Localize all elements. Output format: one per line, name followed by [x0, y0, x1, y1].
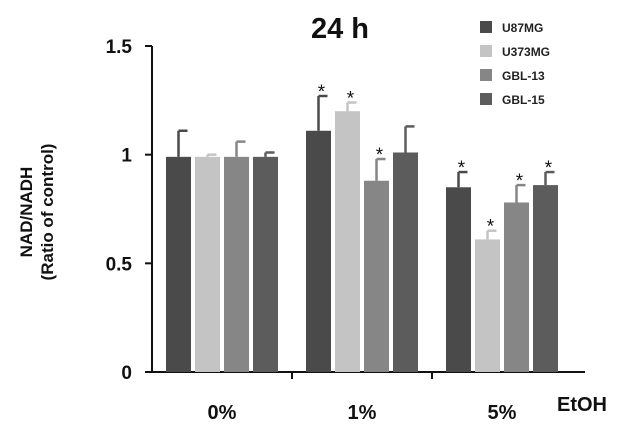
- y-tick-label: 0.5: [106, 254, 133, 275]
- significance-marker: *: [458, 158, 466, 179]
- significance-marker: *: [376, 145, 384, 166]
- bar: [306, 130, 331, 372]
- y-tick-label: 1.5: [106, 37, 133, 58]
- bar: [475, 239, 500, 372]
- legend-label: GBL-13: [502, 69, 545, 83]
- y-tick-label: 1: [121, 146, 132, 167]
- bar: [166, 156, 191, 372]
- legend-label: U87MG: [502, 21, 543, 35]
- legend: U87MG U373MG GBL-13 GBL-15: [480, 21, 550, 107]
- legend-label: U373MG: [502, 45, 550, 59]
- bar: [364, 180, 389, 372]
- bar: [224, 156, 249, 372]
- x-tick-label: 5%: [488, 402, 517, 424]
- bar: [195, 156, 220, 372]
- significance-marker: *: [487, 217, 495, 238]
- legend-swatch: [480, 45, 492, 57]
- chart-title: 24 h: [311, 13, 369, 45]
- bar: [393, 152, 418, 372]
- x-axis-label: EtOH: [557, 394, 607, 416]
- y-axis-label: NAD/NADH (Ratio of control): [17, 144, 57, 281]
- significance-marker: *: [318, 82, 326, 103]
- bar: [253, 156, 278, 372]
- legend-swatch: [480, 21, 492, 33]
- legend-swatch: [480, 93, 492, 105]
- bar: [446, 187, 471, 372]
- y-axis-label-line1: NAD/NADH: [17, 167, 36, 258]
- significance-marker: *: [545, 158, 553, 179]
- bar: [335, 111, 360, 372]
- y-axis-label-line2: (Ratio of control): [38, 144, 57, 281]
- legend-swatch: [480, 69, 492, 81]
- significance-marker: *: [347, 89, 355, 110]
- x-tick-label: 1%: [348, 402, 377, 424]
- x-tick-label: 0%: [208, 402, 237, 424]
- bar: [504, 202, 529, 372]
- legend-label: GBL-15: [502, 93, 545, 107]
- y-tick-label: 0: [121, 363, 132, 384]
- bar: [533, 185, 558, 372]
- plot-area: 0 0.5 1 1.5 0% 1% 5% * * * * * * *: [106, 37, 585, 424]
- significance-marker: *: [516, 171, 524, 192]
